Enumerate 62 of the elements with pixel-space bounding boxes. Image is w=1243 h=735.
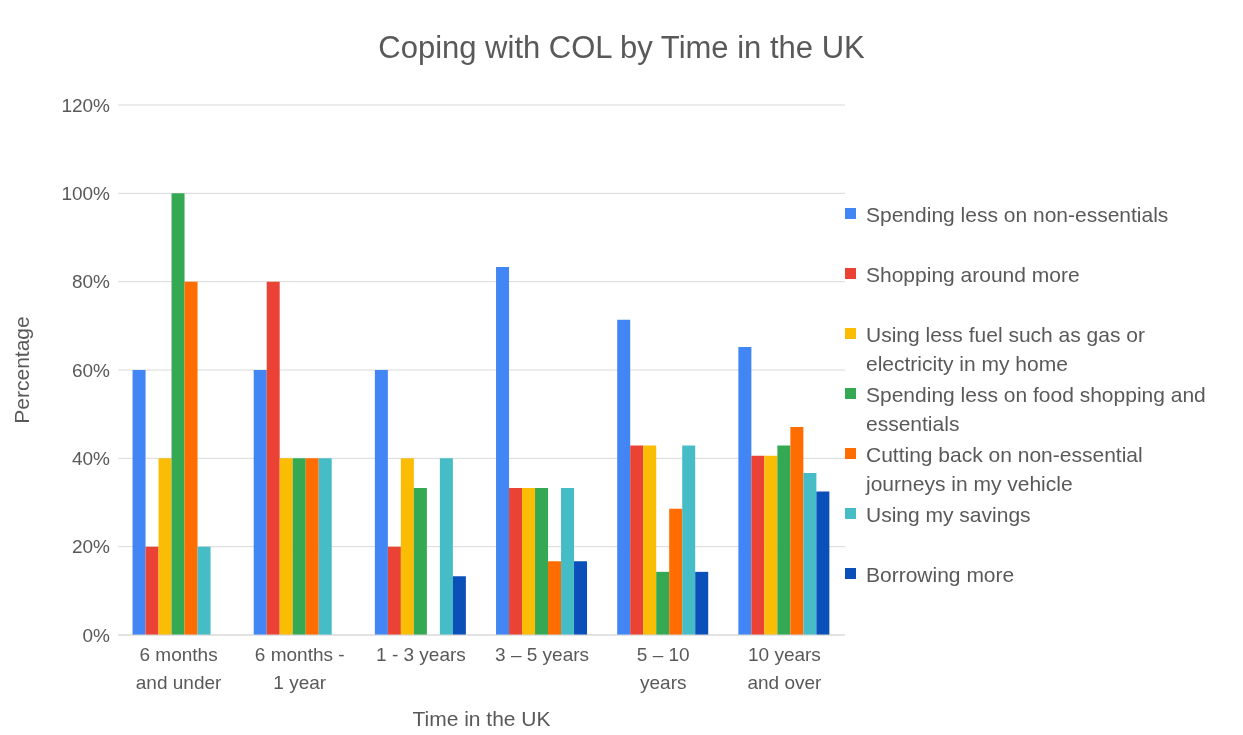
bar bbox=[561, 487, 575, 635]
bar bbox=[522, 487, 536, 635]
bar bbox=[656, 571, 670, 635]
y-tick-label: 20% bbox=[71, 536, 111, 558]
bar bbox=[535, 487, 549, 635]
legend-label: Spending less on non-essentials bbox=[866, 202, 1169, 228]
legend-label: Using less fuel such as gas or electricity in my home bbox=[866, 322, 1146, 377]
y-tick-label: 60% bbox=[71, 359, 111, 381]
bar bbox=[253, 370, 267, 635]
bar bbox=[751, 455, 765, 635]
y-axis-title: Percentage bbox=[10, 316, 34, 424]
bar bbox=[171, 193, 185, 635]
bar bbox=[790, 426, 804, 635]
bar bbox=[574, 561, 588, 635]
bar bbox=[132, 370, 146, 635]
bar bbox=[803, 472, 817, 635]
x-axis-title: Time in the UK bbox=[412, 707, 551, 730]
bar bbox=[496, 267, 510, 635]
legend-label: Using my savings bbox=[866, 502, 1031, 528]
x-tick-label: 6 months - 1 year bbox=[254, 644, 345, 693]
bar bbox=[764, 455, 778, 635]
bar bbox=[777, 445, 791, 635]
bar bbox=[643, 445, 657, 635]
y-tick-label: 120% bbox=[61, 94, 111, 116]
bar bbox=[400, 458, 414, 635]
bar bbox=[509, 487, 523, 635]
bar bbox=[413, 487, 427, 635]
legend-label: Shopping around more bbox=[866, 262, 1080, 288]
bar bbox=[145, 546, 159, 635]
x-tick-label: 1 - 3 years bbox=[376, 644, 466, 665]
bar bbox=[318, 458, 332, 635]
y-tick-label: 40% bbox=[71, 448, 111, 470]
bar bbox=[387, 546, 401, 635]
bar bbox=[452, 576, 466, 635]
bar bbox=[695, 571, 709, 635]
bar bbox=[292, 458, 306, 635]
bar bbox=[617, 319, 631, 635]
chart-title: Coping with COL by Time in the UK bbox=[377, 29, 866, 67]
x-tick-label: 6 months and under bbox=[135, 644, 223, 693]
legend-label: Spending less on food shopping and essentials bbox=[866, 382, 1207, 437]
bar bbox=[305, 458, 319, 635]
x-tick-label: 5 – 10 years bbox=[636, 644, 690, 693]
bar bbox=[197, 546, 211, 635]
bar bbox=[439, 458, 453, 635]
bar bbox=[682, 445, 696, 635]
y-tick-label: 80% bbox=[71, 271, 111, 293]
legend-label: Cutting back on non-essential journeys in my vehicle bbox=[866, 442, 1144, 497]
bar bbox=[184, 281, 198, 635]
bar bbox=[548, 561, 562, 635]
x-tick-label: 10 years and over bbox=[747, 644, 823, 693]
bar bbox=[374, 370, 388, 635]
bar bbox=[266, 281, 280, 635]
bar bbox=[669, 508, 683, 635]
bar bbox=[279, 458, 293, 635]
legend-label: Borrowing more bbox=[866, 562, 1015, 588]
y-tick-label: 100% bbox=[61, 183, 111, 205]
bar bbox=[738, 347, 752, 635]
bar bbox=[158, 458, 172, 635]
y-tick-label: 0% bbox=[82, 624, 111, 646]
x-tick-label: 3 – 5 years bbox=[495, 644, 590, 665]
bar bbox=[816, 491, 830, 635]
bar bbox=[630, 445, 644, 635]
